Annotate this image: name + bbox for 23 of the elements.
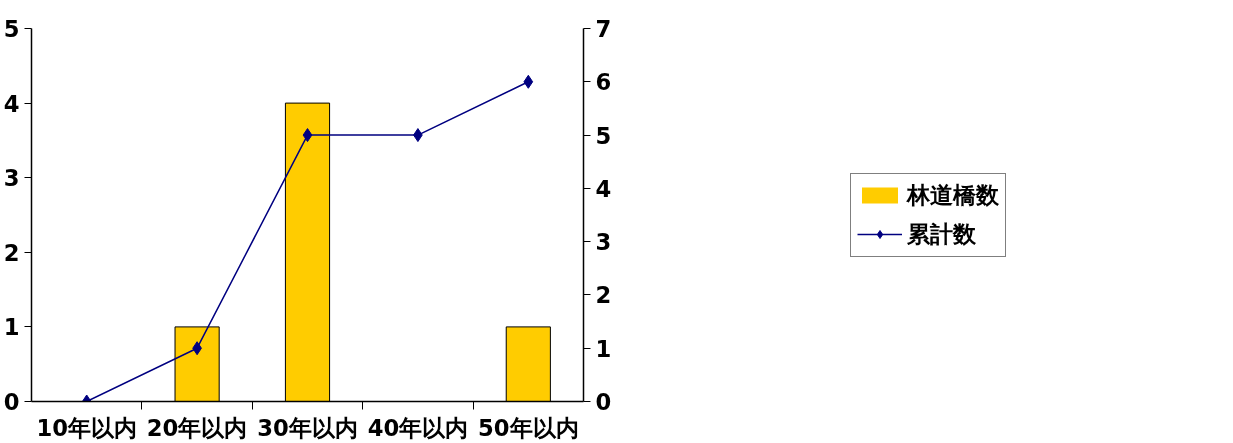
y-tick-label: 0 (3, 389, 20, 415)
y2-tick-label: 1 (595, 335, 612, 362)
y-tick-label: 4 (3, 90, 20, 117)
legend-label: 林道橋数 (906, 180, 999, 210)
legend-label: 累計数 (906, 219, 976, 249)
y2-tick-label: 5 (595, 122, 612, 149)
y2-tick-label: 4 (595, 175, 612, 202)
point (523, 74, 534, 89)
y2-tick-label: 6 (595, 69, 612, 96)
point (302, 128, 313, 143)
y-tick-label: 3 (3, 165, 20, 192)
x-tick-label: 40年以内 (367, 414, 469, 441)
y2-tick-label: 0 (595, 389, 612, 415)
y2-tick-label: 7 (595, 16, 612, 42)
x-tick-label: 30年以内 (257, 414, 358, 441)
x-tick-label: 50年以内 (478, 414, 579, 441)
y-tick-label: 5 (3, 16, 20, 42)
y2-tick-label: 2 (595, 282, 612, 309)
y-tick-label: 1 (3, 314, 20, 341)
x-tick-label: 20年以内 (146, 414, 248, 441)
y-tick-label: 2 (3, 239, 20, 266)
y2-tick-label: 3 (595, 229, 612, 256)
x-tick-label: 10年以内 (36, 414, 137, 441)
